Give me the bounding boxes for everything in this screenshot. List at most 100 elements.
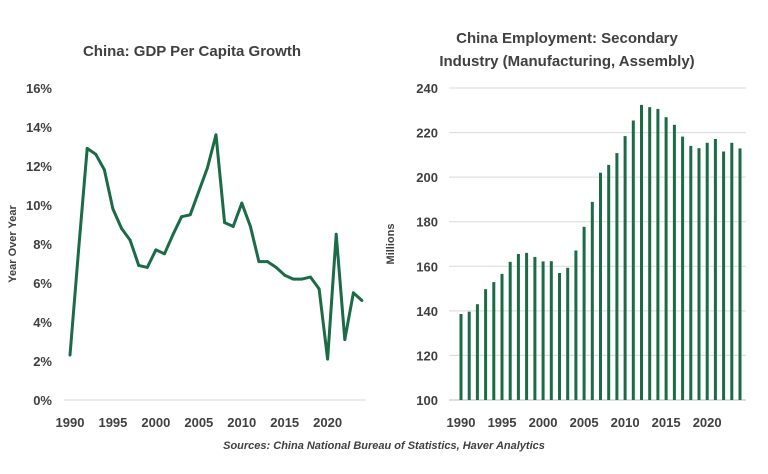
gdp-y-ticks: 0% 2% 4% 6% 8% 10% 12% 14% 16% (26, 81, 52, 408)
gdp-chart-title: China: GDP Per Capita Growth (83, 43, 301, 60)
gdp-x-ticks: 1990 1995 2000 2005 2010 2015 2020 (56, 415, 343, 430)
employment-chart-title-line-1: China Employment: Secondary (456, 30, 678, 47)
employment-x-tick-label: 2020 (693, 415, 722, 430)
gdp-y-tick-label: 6% (33, 276, 52, 291)
gdp-growth-line (68, 133, 364, 361)
employment-bar (525, 252, 529, 400)
employment-bar (566, 267, 570, 400)
employment-x-tick-label: 2015 (652, 415, 681, 430)
employment-bar (599, 172, 602, 400)
employment-x-tick-label: 2000 (529, 415, 558, 430)
employment-bar (475, 304, 479, 400)
gdp-data-point (274, 266, 278, 269)
gdp-data-point (283, 273, 287, 277)
employment-bar (672, 124, 676, 401)
employment-chart-ylabel: Millions (385, 224, 397, 265)
gdp-data-point (231, 225, 235, 228)
employment-bar (508, 261, 512, 400)
gdp-data-point (334, 232, 338, 236)
employment-bar (615, 153, 619, 400)
employment-bar (500, 273, 504, 400)
gdp-data-point (77, 248, 80, 252)
employment-bar (607, 164, 611, 400)
gdp-data-point (317, 287, 321, 291)
employment-bar (459, 314, 463, 400)
employment-bar (664, 117, 668, 400)
employment-x-tick-label: 1995 (488, 415, 517, 430)
employment-bar (648, 107, 652, 400)
employment-bar (689, 145, 693, 400)
gdp-y-tick-label: 14% (26, 120, 52, 135)
gdp-y-tick-label: 10% (26, 198, 52, 213)
gdp-data-point (137, 264, 141, 267)
employment-y-tick-label: 100 (416, 393, 438, 408)
gdp-chart-ylabel: Year Over Year (7, 205, 19, 283)
gdp-y-tick-label: 12% (26, 159, 52, 174)
employment-bar (492, 282, 496, 400)
employment-bar (705, 142, 709, 401)
gdp-y-tick-label: 4% (33, 315, 52, 330)
gdp-data-point (128, 238, 132, 242)
gdp-data-point (223, 221, 226, 224)
employment-bar (541, 261, 545, 400)
employment-y-tick-label: 160 (416, 259, 438, 274)
employment-y-tick-label: 200 (416, 170, 438, 185)
employment-x-tick-label: 2010 (611, 415, 640, 430)
gdp-y-tick-label: 0% (33, 393, 52, 408)
gdp-data-point (343, 338, 347, 341)
employment-chart-title-line-2: Industry (Manufacturing, Assembly) (439, 53, 694, 70)
employment-bar (558, 273, 561, 400)
gdp-data-point (120, 227, 123, 230)
gdp-y-tick-label: 8% (33, 237, 52, 252)
gdp-data-point (188, 213, 192, 217)
gdp-data-point (352, 291, 355, 295)
source-note: Sources: China National Bureau of Statis… (223, 440, 545, 452)
employment-bar (738, 148, 742, 400)
gdp-data-point (309, 275, 312, 279)
gdp-x-tick-label: 2010 (227, 415, 256, 430)
gdp-data-point (266, 260, 269, 263)
gdp-data-point (240, 201, 244, 205)
gdp-x-tick-label: 2005 (184, 415, 213, 430)
employment-bar (730, 142, 734, 401)
gdp-data-point (214, 133, 218, 137)
employment-bar (484, 289, 488, 400)
gdp-data-point (85, 147, 89, 150)
gdp-data-point (206, 166, 209, 170)
gdp-x-tick-label: 1995 (98, 415, 127, 430)
employment-x-tick-label: 1990 (447, 415, 476, 430)
employment-bar (681, 136, 685, 400)
employment-y-tick-label: 120 (416, 348, 438, 363)
employment-bar (640, 104, 643, 401)
employment-bar (549, 261, 553, 400)
employment-bar (623, 136, 627, 400)
gdp-data-point (68, 353, 72, 357)
employment-bar (656, 108, 660, 401)
gdp-data-point (94, 152, 98, 156)
gdp-x-tick-label: 1990 (56, 415, 85, 430)
employment-bar (590, 201, 594, 400)
gdp-data-point (145, 266, 149, 269)
employment-bars (459, 104, 742, 401)
employment-x-tick-label: 2005 (570, 415, 599, 430)
employment-y-tick-label: 140 (416, 304, 438, 319)
employment-bar (516, 254, 520, 400)
employment-y-tick-label: 220 (416, 126, 438, 141)
employment-bar (631, 120, 635, 400)
employment-y-ticks: 100 120 140 160 180 200 220 240 (416, 81, 438, 408)
gdp-data-point (163, 252, 166, 256)
gdp-data-point (102, 168, 106, 172)
employment-x-ticks: 1990 1995 2000 2005 2010 2015 2020 (447, 415, 722, 430)
gdp-data-point (326, 357, 330, 361)
gdp-y-tick-label: 16% (26, 81, 52, 96)
gdp-y-tick-label: 2% (33, 354, 52, 369)
gdp-data-point (111, 207, 115, 211)
gdp-growth-chart: China: GDP Per Capita Growth Year Over Y… (7, 43, 366, 430)
gdp-data-point (248, 225, 252, 228)
gdp-points (68, 133, 364, 361)
employment-chart: China Employment: Secondary Industry (Ma… (385, 30, 746, 430)
employment-bar (467, 311, 471, 400)
gdp-x-tick-label: 2000 (141, 415, 170, 430)
gdp-data-point (154, 248, 158, 252)
